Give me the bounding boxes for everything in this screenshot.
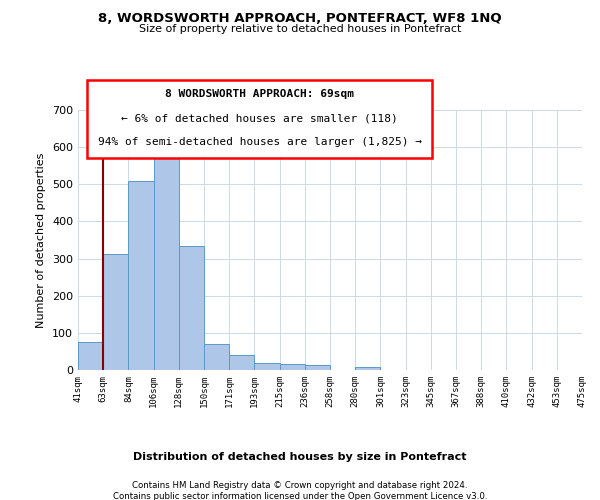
Bar xyxy=(204,344,229,370)
Bar xyxy=(254,362,280,370)
Bar xyxy=(229,355,254,370)
Bar xyxy=(305,365,330,370)
Bar xyxy=(78,342,103,370)
Text: 8, WORDSWORTH APPROACH, PONTEFRACT, WF8 1NQ: 8, WORDSWORTH APPROACH, PONTEFRACT, WF8 … xyxy=(98,12,502,26)
Text: Contains public sector information licensed under the Open Government Licence v3: Contains public sector information licen… xyxy=(113,492,487,500)
Text: Size of property relative to detached houses in Pontefract: Size of property relative to detached ho… xyxy=(139,24,461,34)
Bar xyxy=(103,254,128,370)
Bar xyxy=(154,156,179,370)
Bar xyxy=(179,246,204,370)
Text: Distribution of detached houses by size in Pontefract: Distribution of detached houses by size … xyxy=(133,452,467,462)
Text: 94% of semi-detached houses are larger (1,825) →: 94% of semi-detached houses are larger (… xyxy=(97,138,421,147)
Bar xyxy=(280,364,305,370)
Bar xyxy=(355,367,380,370)
Y-axis label: Number of detached properties: Number of detached properties xyxy=(37,152,46,328)
Text: 8 WORDSWORTH APPROACH: 69sqm: 8 WORDSWORTH APPROACH: 69sqm xyxy=(165,89,354,99)
Text: Contains HM Land Registry data © Crown copyright and database right 2024.: Contains HM Land Registry data © Crown c… xyxy=(132,481,468,490)
Text: ← 6% of detached houses are smaller (118): ← 6% of detached houses are smaller (118… xyxy=(121,113,398,123)
Bar xyxy=(128,180,154,370)
